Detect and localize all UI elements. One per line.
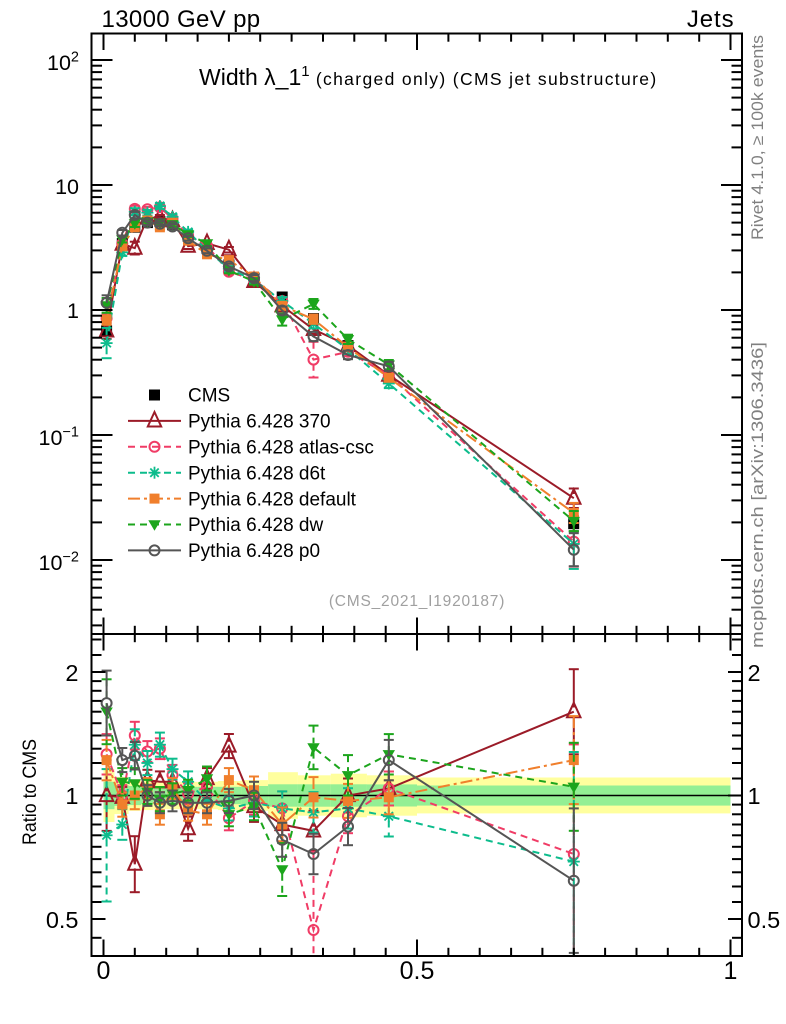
svg-text:0: 0	[97, 957, 111, 985]
svg-text:(CMS_2021_I1920187): (CMS_2021_I1920187)	[329, 593, 505, 610]
svg-text:2: 2	[748, 660, 761, 686]
svg-text:10: 10	[55, 175, 79, 199]
svg-text:0.5: 0.5	[46, 907, 79, 933]
svg-text:Pythia 6.428 default: Pythia 6.428 default	[188, 489, 357, 510]
svg-text:1: 1	[67, 299, 79, 323]
svg-text:0.5: 0.5	[400, 957, 435, 985]
svg-text:1: 1	[748, 783, 761, 809]
svg-text:13000 GeV pp: 13000 GeV pp	[102, 6, 261, 33]
svg-text:Rivet 4.1.0, ≥ 100k events: Rivet 4.1.0, ≥ 100k events	[749, 35, 767, 240]
svg-text:mcplots.cern.ch [arXiv:1306.34: mcplots.cern.ch [arXiv:1306.3436]	[749, 342, 767, 648]
svg-text:0.5: 0.5	[748, 907, 781, 933]
svg-text:Pythia 6.428 atlas-csc: Pythia 6.428 atlas-csc	[188, 438, 374, 459]
svg-text:1: 1	[65, 783, 78, 809]
svg-text:2: 2	[65, 660, 78, 686]
svg-text:Pythia 6.428 d6t: Pythia 6.428 d6t	[188, 463, 326, 484]
svg-text:Jets: Jets	[687, 6, 735, 33]
svg-text:CMS: CMS	[188, 386, 230, 407]
svg-text:Pythia 6.428 dw: Pythia 6.428 dw	[188, 515, 323, 536]
svg-text:Ratio to CMS: Ratio to CMS	[20, 739, 41, 845]
svg-text:1: 1	[724, 957, 738, 985]
svg-text:Pythia 6.428 370: Pythia 6.428 370	[188, 412, 331, 433]
svg-text:Pythia 6.428 p0: Pythia 6.428 p0	[188, 541, 320, 562]
